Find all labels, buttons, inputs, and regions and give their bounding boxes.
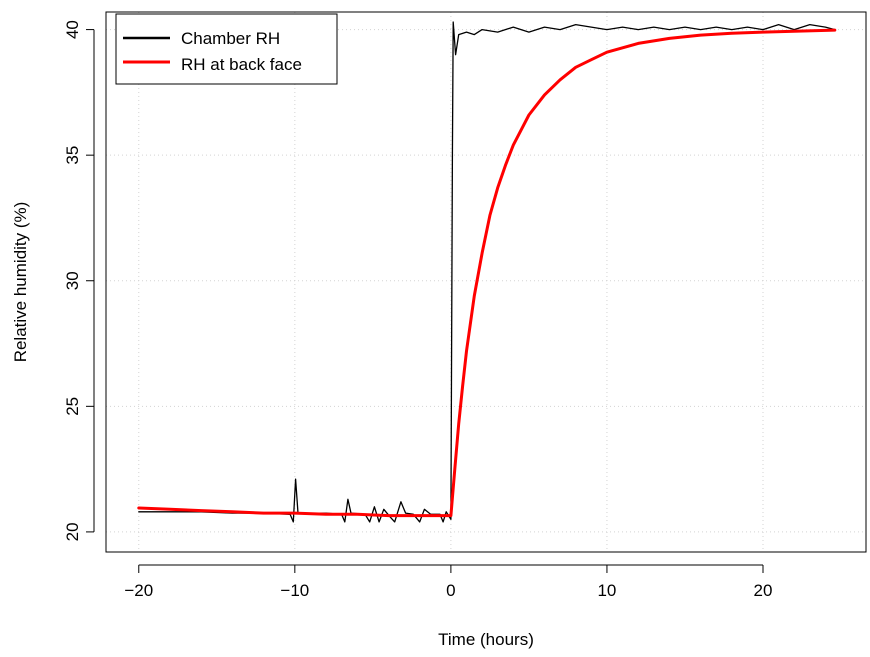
- legend-box: [115, 13, 338, 85]
- x-tick-label: 10: [597, 581, 616, 600]
- x-tick-label: −10: [280, 581, 309, 600]
- series-line-rh-back-face: [137, 28, 837, 518]
- x-tick-label: 0: [446, 581, 455, 600]
- x-axis-label: Time (hours): [438, 630, 534, 649]
- legend-label-rh-back-face: RH at back face: [181, 55, 302, 74]
- legend-label-chamber-rh: Chamber RH: [181, 29, 280, 48]
- series-line-chamber-rh: [138, 21, 836, 523]
- y-tick-label: 30: [63, 271, 82, 290]
- grid-lines: [106, 12, 866, 552]
- y-tick-label: 25: [63, 397, 82, 416]
- x-tick-label: −20: [124, 581, 153, 600]
- x-axis: −20 −10 0 10 20: [124, 564, 773, 600]
- y-axis: 20 25 30 35 40: [63, 20, 95, 541]
- y-axis-label: Relative humidity (%): [11, 202, 30, 363]
- y-tick-label: 35: [63, 146, 82, 165]
- y-tick-label: 20: [63, 522, 82, 541]
- y-tick-label: 40: [63, 20, 82, 39]
- legend: Chamber RH RH at back face: [115, 13, 338, 85]
- plot-frame: [105, 11, 867, 553]
- series-lines: [137, 21, 837, 523]
- x-tick-label: 20: [754, 581, 773, 600]
